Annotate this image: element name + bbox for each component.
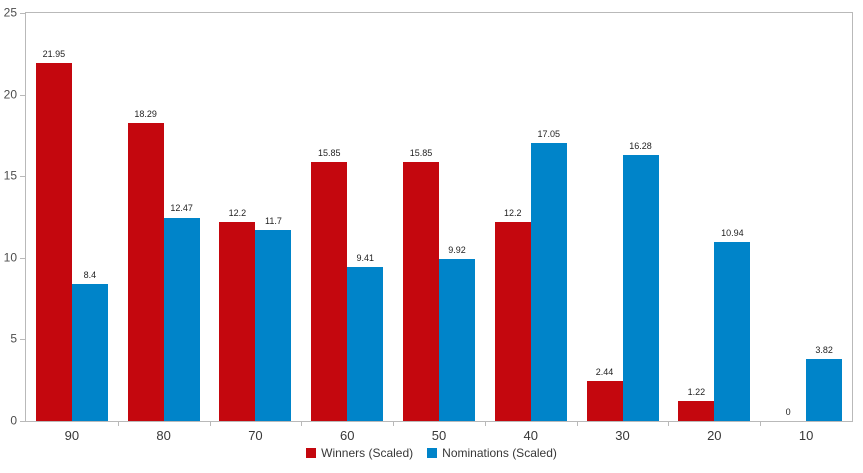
chart-legend: Winners (Scaled) Nominations (Scaled) [0,446,863,460]
bar-value-label: 9.41 [356,253,374,264]
y-axis-tick-label: 5 [10,331,17,346]
y-axis-tick [20,257,25,259]
x-axis-category-label: 10 [798,428,814,443]
bar-value-label: 17.05 [537,128,561,139]
bar-value-label: 9.92 [448,245,466,256]
y-axis-tick-label: 10 [3,250,17,265]
x-axis-tick [393,421,395,426]
bar-winners [219,221,256,421]
y-axis-tick-label: 20 [3,86,17,101]
x-axis-category-label: 30 [615,428,630,443]
x-axis-category-label: 40 [523,428,538,443]
bar-winners [586,381,623,421]
x-axis-category-label: 60 [339,428,355,443]
bar-value-label: 3.82 [815,344,833,355]
bar-nominations [163,217,200,421]
legend-item-nominations: Nominations (Scaled) [427,446,557,460]
legend-label: Winners (Scaled) [321,446,414,460]
x-axis-category-label: 80 [156,428,171,443]
bar-nominations [347,267,384,421]
x-axis-tick [760,421,762,426]
bar-nominations [530,142,567,421]
bar-value-label: 0 [785,407,791,417]
y-axis-tick-label: 0 [10,413,17,428]
x-axis-category-label: 90 [64,428,80,443]
bar-nominations [71,283,108,421]
x-axis-tick [301,421,303,426]
bar-value-label: 12.2 [504,207,522,218]
bar-winners [678,401,715,421]
y-axis-tick [20,13,25,14]
y-axis-tick [20,421,25,422]
bar-winners [127,122,164,421]
bar-winners [35,62,72,421]
bar-nominations [622,155,659,421]
bar-nominations [806,358,843,421]
bar-nominations [714,242,751,421]
bar-value-label: 21.95 [42,48,66,59]
bar-nominations [439,259,475,421]
bar-winners [311,162,348,421]
y-axis-tick-label: 15 [3,168,17,183]
x-axis-category-label: 20 [707,428,722,443]
x-axis-category-label: 50 [431,428,447,443]
bar-value-label: 2.44 [595,367,614,378]
x-axis-category-label: 70 [248,428,263,443]
bar-winners [403,162,439,421]
bar-value-label: 12.47 [170,203,193,214]
y-axis-tick [20,94,25,96]
bar-value-label: 16.28 [629,141,652,152]
plot-area: 0 5 10 15 20 25 21.95 8.4 90 18.29 12.47 80 12.2 11.7… [4,5,853,443]
legend-label: Nominations (Scaled) [442,446,557,460]
x-axis-tick [117,421,119,426]
legend-swatch-icon [427,448,438,458]
bar-winners [494,221,531,421]
bar-value-label: 11.7 [265,216,282,227]
bar-value-label: 10.94 [721,228,744,239]
bar-value-label: 8.4 [83,269,97,280]
bar-value-label: 15.85 [409,148,433,159]
y-axis-tick-label: 25 [3,5,17,20]
y-axis-tick [20,339,25,341]
x-axis-tick [484,421,486,426]
bar-nominations [255,230,292,421]
x-axis-tick [209,421,211,426]
legend-swatch-icon [306,448,317,458]
x-axis-tick [576,421,578,426]
bar-value-label: 1.22 [687,387,706,398]
x-axis-tick [668,421,670,426]
bar-value-label: 12.2 [228,207,247,218]
bar-value-label: 15.85 [317,148,341,159]
bar-value-label: 18.29 [134,108,157,119]
legend-item-winners: Winners (Scaled) [306,446,413,460]
y-axis-tick [20,176,25,178]
